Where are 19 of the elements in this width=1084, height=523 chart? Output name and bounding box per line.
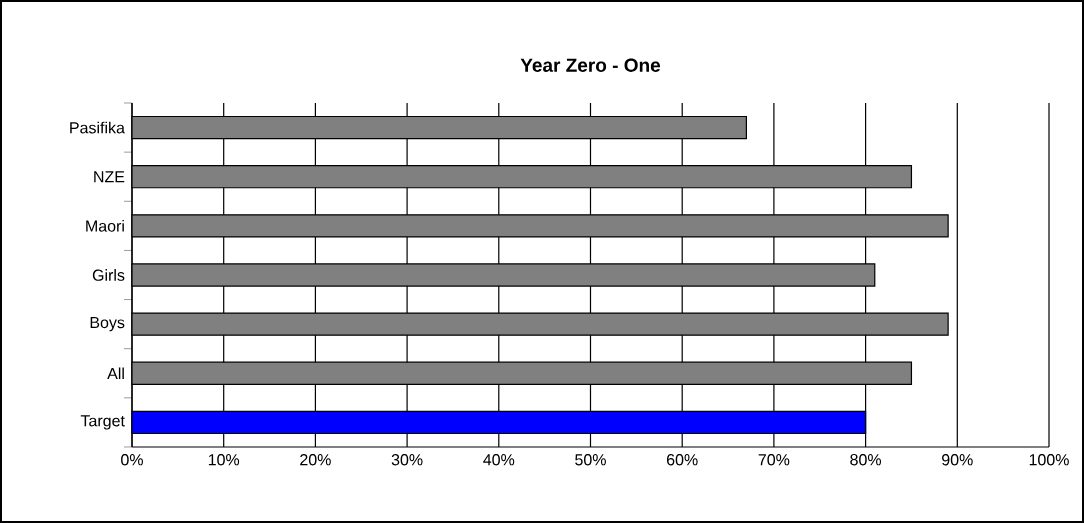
chart-title: Year Zero - One [520, 58, 661, 72]
y-tick-label: Target [80, 415, 125, 430]
x-tick-label: 10% [208, 454, 240, 466]
x-tick-label: 90% [942, 454, 973, 466]
x-tick-label: 20% [300, 454, 331, 466]
y-tick-label: Pasifika [70, 121, 125, 134]
y-tick-label: Maori [86, 219, 124, 232]
y-tick-label: NZE [94, 171, 125, 183]
y-tick-label: All [107, 367, 124, 380]
x-tick-label: 80% [850, 454, 882, 466]
x-tick-label: 30% [391, 454, 423, 466]
x-tick-label: 70% [758, 454, 790, 466]
x-tick-label: 40% [483, 454, 515, 466]
x-tick-label: 60% [667, 454, 698, 466]
x-tick-label: 0% [121, 454, 143, 466]
x-tick-label: 100% [1029, 454, 1069, 466]
y-tick-label: Girls [92, 269, 125, 281]
y-tick-label: Boys [90, 316, 125, 332]
x-tick-label: 50% [575, 454, 606, 466]
